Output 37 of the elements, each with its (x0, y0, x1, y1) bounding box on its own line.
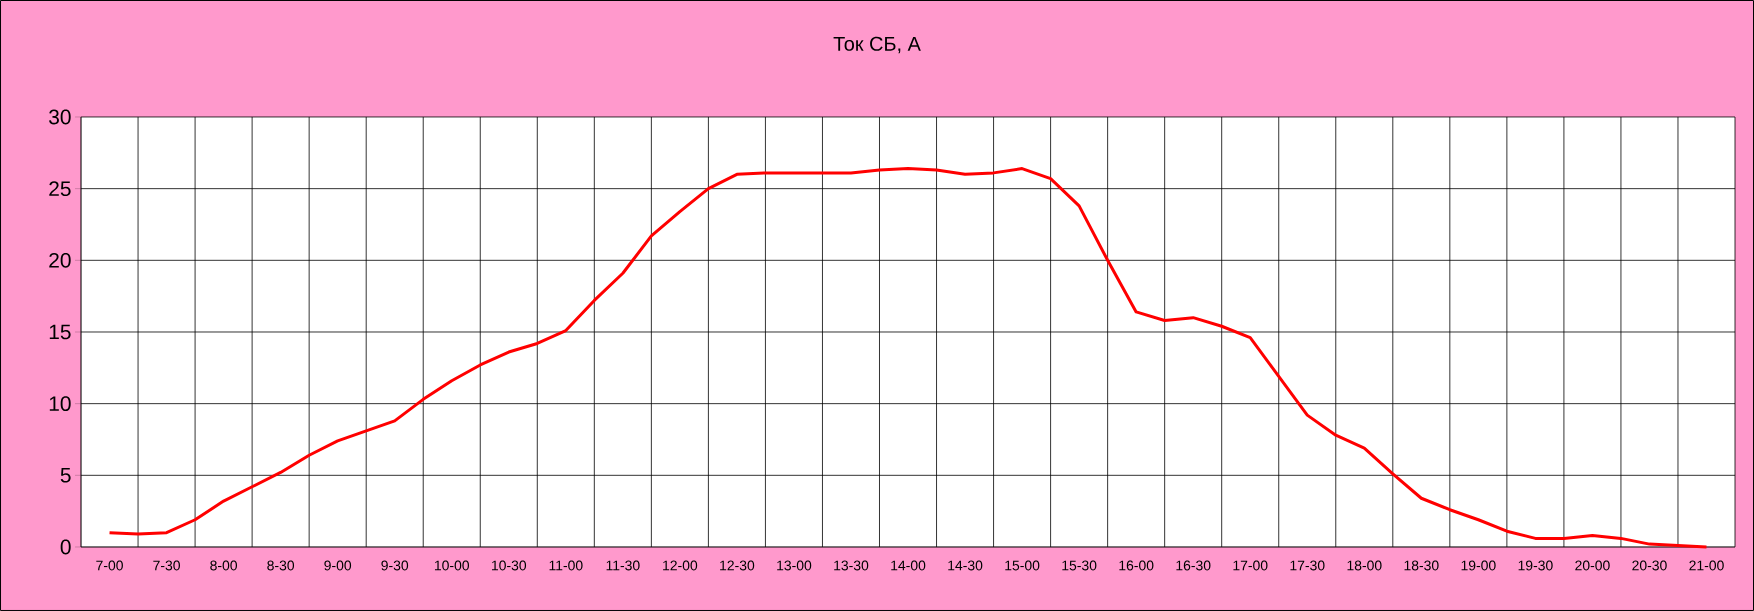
y-tick-label: 0 (60, 539, 71, 555)
x-tick-label: 9-30 (381, 560, 409, 571)
x-tick-label: 20-00 (1575, 560, 1610, 571)
x-tick-label: 18-30 (1404, 560, 1439, 571)
x-tick-label: 16-00 (1119, 560, 1154, 571)
x-tick-label: 7-00 (96, 560, 123, 571)
y-tick-label: 25 (49, 181, 71, 197)
x-tick-label: 10-00 (434, 560, 470, 571)
x-tick-label: 8-30 (267, 560, 295, 571)
x-tick-label: 10-30 (492, 560, 527, 571)
x-tick-label: 21-00 (1689, 560, 1724, 571)
x-tick-label: 11-30 (606, 560, 640, 571)
x-tick-label: 11-00 (549, 560, 583, 571)
x-tick-label: 14-30 (948, 560, 983, 571)
x-tick-label: 19-00 (1461, 560, 1496, 571)
x-tick-label: 18-00 (1347, 560, 1382, 571)
x-tick-label: 12-30 (720, 560, 755, 571)
x-tick-label: 9-00 (324, 560, 352, 571)
y-tick-label: 10 (49, 396, 71, 412)
x-tick-label: 17-00 (1233, 560, 1268, 571)
y-tick-label: 5 (60, 468, 71, 483)
x-tick-label: 15-00 (1005, 560, 1040, 571)
x-tick-label: 8-00 (210, 560, 238, 571)
x-tick-label: 13-00 (777, 560, 812, 571)
x-tick-label: 15-30 (1062, 560, 1097, 571)
x-tick-label: 19-30 (1518, 560, 1553, 571)
x-tick-label: 16-30 (1176, 560, 1211, 571)
x-tick-label: 14-00 (891, 560, 926, 571)
y-tick-label: 15 (49, 324, 71, 340)
y-tick-label: 30 (49, 109, 71, 125)
y-tick-label: 20 (49, 252, 71, 268)
chart-title: Ток СБ, А (833, 36, 921, 54)
x-tick-label: 20-30 (1632, 560, 1667, 571)
x-tick-label: 17-30 (1290, 560, 1325, 571)
x-tick-label: 12-00 (663, 560, 698, 571)
x-tick-label: 13-30 (834, 560, 869, 571)
x-tick-label: 7-30 (153, 560, 180, 571)
